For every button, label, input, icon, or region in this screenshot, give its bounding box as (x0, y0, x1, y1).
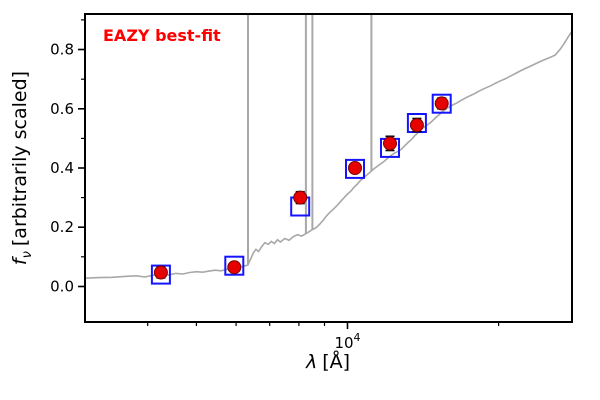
model-square (431, 93, 452, 114)
y-axis-unit: [arbitrarily scaled] (9, 70, 32, 247)
observed-point (383, 136, 397, 151)
best-fit-annotation: EAZY best-fit (103, 26, 221, 45)
x-axis-label: λ [Å] (306, 351, 350, 373)
observed-point (409, 118, 424, 133)
y-tick-label: 0.0 (50, 278, 74, 296)
y-tick-label: 0.2 (50, 218, 74, 236)
lambda-symbol: λ (305, 351, 318, 373)
y-tick-label: 0.4 (50, 159, 74, 177)
x-axis-unit: [Å] (322, 351, 351, 373)
observed-photometry (153, 96, 449, 280)
flux-symbol: f (9, 258, 32, 266)
y-axis-label: fν [arbitrarily scaled] (9, 71, 35, 265)
axis-ticks: 0.0 0.2 0.4 0.6 0.8 104 (50, 19, 500, 352)
y-tick-label: 0.8 (50, 41, 74, 59)
x-tick-label: 104 (334, 331, 360, 352)
observed-point (153, 265, 168, 280)
observed-point (227, 260, 242, 275)
spectrum-line (85, 30, 572, 279)
observed-point (434, 96, 449, 111)
observed-point (293, 190, 308, 205)
model-square (224, 255, 245, 276)
model-square (345, 158, 365, 179)
model-photometry (150, 93, 452, 285)
observed-point (348, 161, 362, 175)
y-tick-label: 0.6 (50, 100, 74, 118)
flux-subscript: ν (19, 251, 35, 259)
spectrum-group (85, 14, 572, 279)
